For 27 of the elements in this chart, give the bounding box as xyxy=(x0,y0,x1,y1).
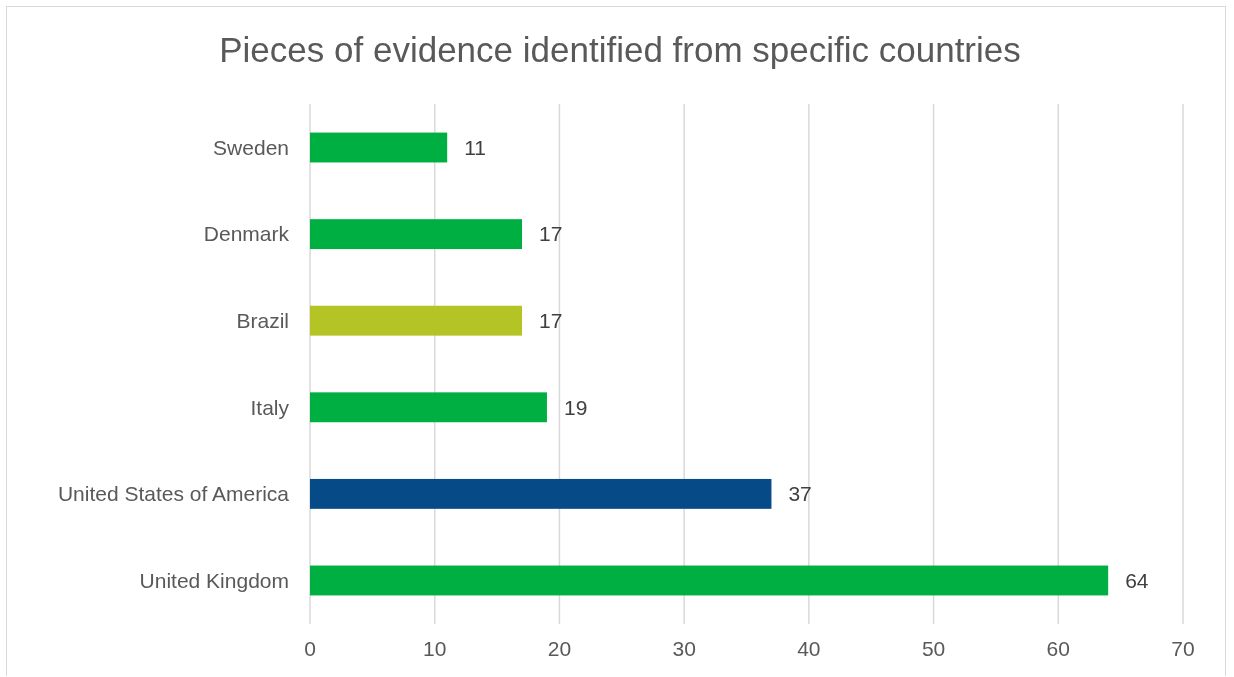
data-label: 17 xyxy=(539,309,563,333)
bar xyxy=(310,392,547,423)
y-tick-label: United Kingdom xyxy=(139,568,289,592)
y-tick-label: Denmark xyxy=(203,222,290,246)
data-label: 17 xyxy=(539,222,563,246)
data-label: 19 xyxy=(563,395,588,419)
x-tick-label: 70 xyxy=(1171,637,1195,661)
x-tick-label: 10 xyxy=(423,637,447,661)
bar xyxy=(310,478,772,509)
y-tick-label: Italy xyxy=(250,395,290,419)
x-tick-label: 20 xyxy=(547,637,572,661)
x-tick-label: 50 xyxy=(921,637,946,661)
x-tick-label: 30 xyxy=(672,637,696,661)
x-tick-label: 40 xyxy=(797,637,821,661)
x-tick-label: 60 xyxy=(1046,637,1070,661)
y-tick-label: Sweden xyxy=(213,135,289,159)
y-tick-label: Brazil xyxy=(236,309,289,333)
chart-title: Pieces of evidence identified from specific countries xyxy=(219,30,1021,69)
bar xyxy=(310,565,1109,596)
x-tick-label: 0 xyxy=(304,637,316,661)
bar xyxy=(310,132,448,163)
y-tick-label: United States of America xyxy=(57,482,290,506)
data-label: 11 xyxy=(464,135,486,159)
bar xyxy=(310,305,523,336)
data-label: 37 xyxy=(788,482,812,506)
data-label: 64 xyxy=(1125,568,1149,592)
bar xyxy=(310,219,523,250)
